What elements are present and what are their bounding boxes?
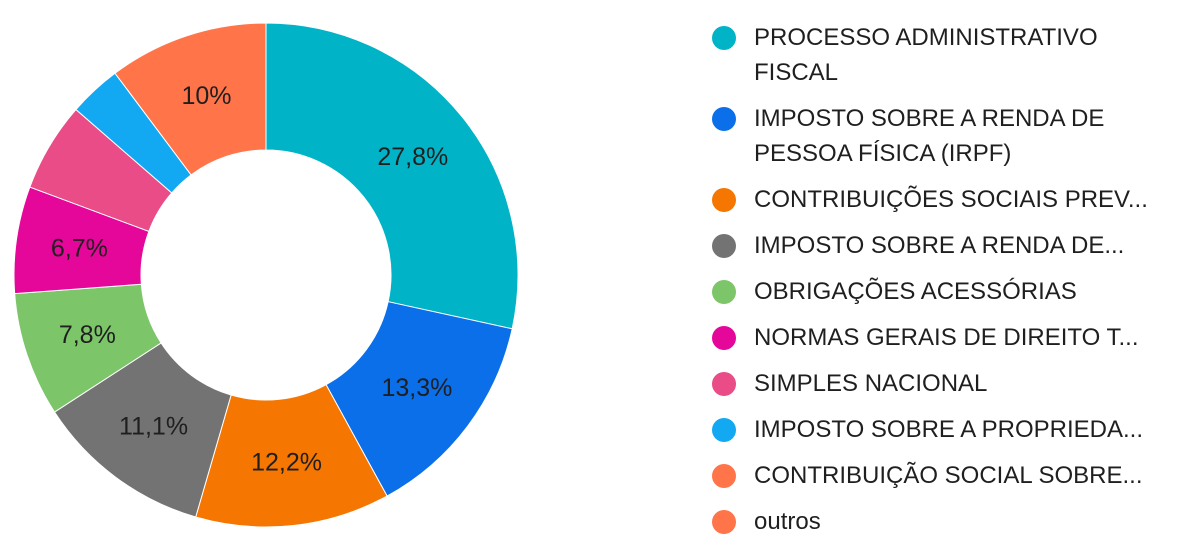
legend-item[interactable]: IMPOSTO SOBRE A PROPRIEDA... xyxy=(712,412,1182,447)
legend-label: OBRIGAÇÕES ACESSÓRIAS xyxy=(754,278,1077,305)
legend-swatch xyxy=(712,464,736,488)
legend-item[interactable]: CONTRIBUIÇÃO SOCIAL SOBRE... xyxy=(712,458,1182,493)
legend-item[interactable]: CONTRIBUIÇÕES SOCIAIS PREV... xyxy=(712,182,1182,217)
legend-swatch xyxy=(712,188,736,212)
legend-label: IMPOSTO SOBRE A RENDA DE PESSOA FÍSICA (… xyxy=(754,105,1105,167)
slice-value-label: 7,8% xyxy=(59,321,116,349)
legend-item[interactable]: IMPOSTO SOBRE A RENDA DE... xyxy=(712,228,1182,263)
legend-swatch xyxy=(712,510,736,534)
slice-value-label: 10% xyxy=(181,82,231,110)
slice-value-label: 11,1% xyxy=(119,412,188,440)
chart-legend: PROCESSO ADMINISTRATIVO FISCAL IMPOSTO SO… xyxy=(712,20,1182,550)
legend-label: IMPOSTO SOBRE A PROPRIEDA... xyxy=(754,416,1143,443)
slice-value-label: 12,2% xyxy=(251,448,322,476)
slice-value-label: 13,3% xyxy=(381,374,452,402)
legend-label: CONTRIBUIÇÃO SOCIAL SOBRE... xyxy=(754,462,1143,489)
legend-swatch xyxy=(712,326,736,350)
legend-item[interactable]: outros xyxy=(712,504,1182,539)
donut-chart: 27,8% 13,3% 12,2% 11,1% 7,8% 6,7% 10% xyxy=(13,22,519,528)
legend-label: CONTRIBUIÇÕES SOCIAIS PREV... xyxy=(754,186,1148,213)
donut-slice[interactable] xyxy=(265,22,519,330)
legend-label: outros xyxy=(754,508,821,535)
legend-swatch xyxy=(712,372,736,396)
legend-label: IMPOSTO SOBRE A RENDA DE... xyxy=(754,232,1125,259)
legend-label: PROCESSO ADMINISTRATIVO FISCAL xyxy=(754,24,1098,86)
legend-swatch xyxy=(712,280,736,304)
legend-swatch xyxy=(712,234,736,258)
slice-value-label: 6,7% xyxy=(51,234,108,262)
legend-item[interactable]: PROCESSO ADMINISTRATIVO FISCAL xyxy=(712,20,1182,90)
slice-value-label: 27,8% xyxy=(377,143,448,171)
legend-item[interactable]: SIMPLES NACIONAL xyxy=(712,366,1182,401)
legend-swatch xyxy=(712,418,736,442)
donut-slice[interactable] xyxy=(325,301,513,497)
legend-item[interactable]: IMPOSTO SOBRE A RENDA DE PESSOA FÍSICA (… xyxy=(712,101,1182,171)
legend-item[interactable]: OBRIGAÇÕES ACESSÓRIAS xyxy=(712,274,1182,309)
legend-label: SIMPLES NACIONAL xyxy=(754,370,988,397)
legend-swatch xyxy=(712,107,736,131)
donut-slice[interactable] xyxy=(114,22,267,176)
legend-swatch xyxy=(712,26,736,50)
legend-item[interactable]: NORMAS GERAIS DE DIREITO T... xyxy=(712,320,1182,355)
legend-label: NORMAS GERAIS DE DIREITO T... xyxy=(754,324,1139,351)
